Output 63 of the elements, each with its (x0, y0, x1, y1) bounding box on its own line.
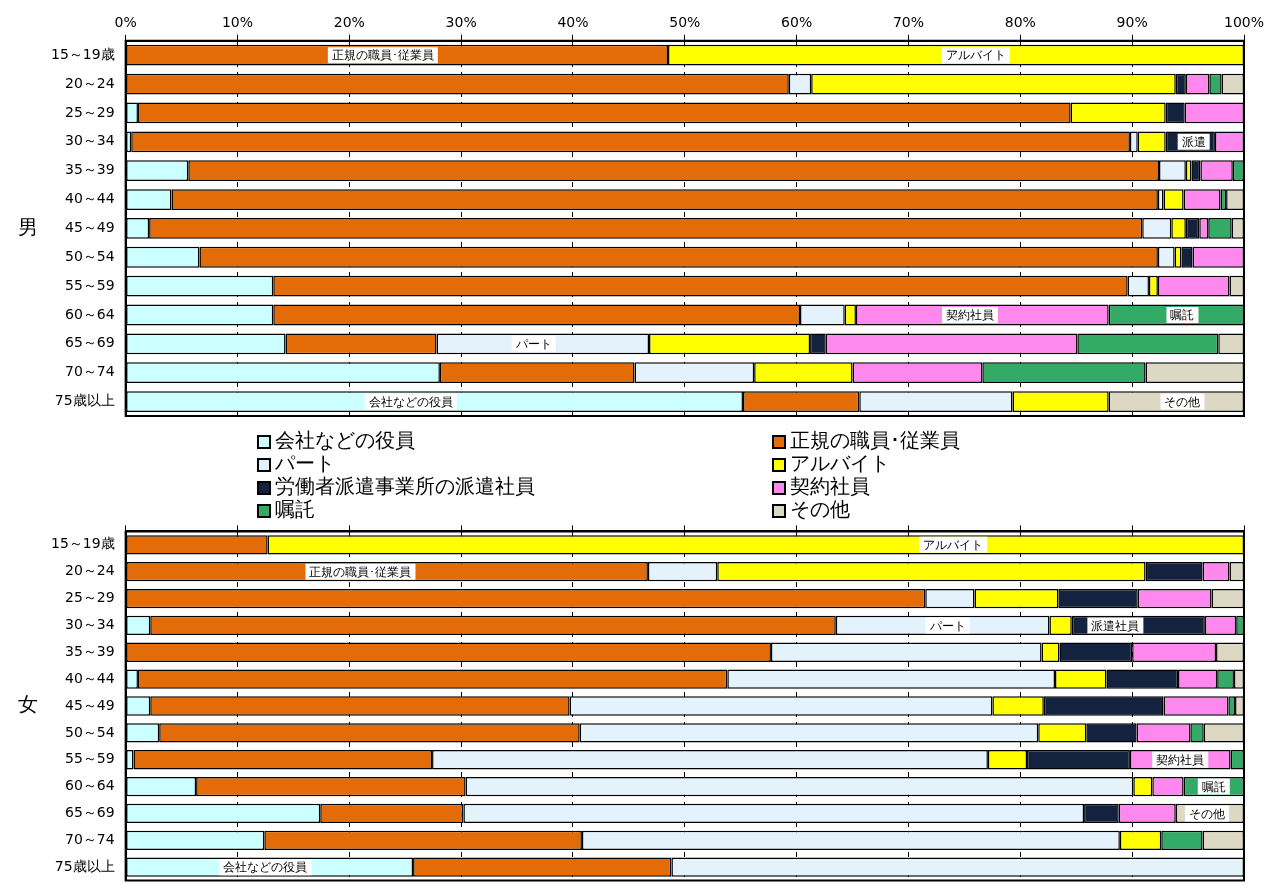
y-tick-label: 20～24 (64, 562, 115, 579)
legend-label: 嘱託 (275, 497, 315, 522)
y-tick-label: 25～29 (64, 589, 115, 606)
y-tick-label: 50～54 (64, 247, 115, 264)
annotation: その他 (1189, 806, 1226, 821)
y-tick-label: 30～34 (64, 616, 115, 633)
y-tick-label: 75歳以上 (54, 857, 115, 874)
x-tick-label: 10% (221, 14, 254, 31)
legend-label: 正規の職員･従業員 (790, 428, 960, 453)
y-tick-label: 30～34 (64, 132, 115, 149)
y-tick-label: 20～24 (64, 74, 115, 91)
y-tick-label: 65～69 (64, 334, 115, 351)
y-tick-label: 35～39 (64, 161, 115, 178)
annotation: 会社などの役員 (368, 394, 453, 409)
y-tick-label: 70～74 (64, 830, 115, 847)
y-tick-label: 15～19歳 (50, 535, 115, 552)
legend-label: アルバイト (790, 451, 890, 476)
y-tick-label: 35～39 (64, 642, 115, 659)
y-tick-label: 70～74 (64, 363, 115, 380)
y-tick-label: 55～59 (64, 750, 115, 767)
annotation: その他 (1164, 394, 1201, 409)
x-tick-label: 50% (669, 14, 701, 31)
annotation: 嘱託 (1170, 308, 1195, 323)
x-tick-label: 80% (1004, 14, 1036, 31)
x-tick-label: 20% (333, 14, 365, 31)
annotation: 正規の職員･従業員 (331, 48, 434, 63)
x-tick-label: 0% (114, 14, 137, 31)
annotation: 契約社員 (1156, 752, 1205, 767)
legend-label: パート (274, 451, 335, 476)
y-axis-title: 男 (18, 214, 38, 239)
y-tick-label: 55～59 (64, 276, 115, 293)
annotation: アルバイト (945, 48, 1006, 63)
annotation: 嘱託 (1201, 779, 1226, 794)
x-tick-label: 30% (445, 14, 477, 31)
legend-label: 会社などの役員 (275, 428, 415, 453)
y-tick-label: 50～54 (64, 723, 115, 740)
y-tick-label: 40～44 (64, 190, 115, 207)
annotation: 契約社員 (946, 308, 994, 323)
legend-label: 契約社員 (790, 474, 870, 499)
legend-label: その他 (790, 497, 850, 522)
x-tick-label: 60% (781, 14, 813, 31)
legend-label: 労働者派遣事業所の派遣社員 (275, 474, 535, 499)
annotation: アルバイト (923, 537, 984, 552)
y-tick-label: 45～49 (64, 219, 115, 236)
y-tick-label: 75歳以上 (54, 392, 115, 409)
y-tick-label: 65～69 (64, 804, 115, 821)
y-tick-label: 45～49 (64, 696, 115, 713)
annotation: 派遣社員 (1091, 618, 1140, 633)
annotation: パート (928, 618, 966, 633)
y-tick-label: 15～19歳 (50, 45, 115, 62)
annotation: パート (514, 336, 552, 351)
x-tick-label: 100% (1223, 14, 1265, 31)
x-tick-label: 40% (557, 14, 589, 31)
y-tick-label: 60～64 (64, 305, 115, 322)
x-tick-label: 90% (1116, 14, 1148, 31)
y-axis-title: 女 (18, 692, 38, 717)
y-tick-label: 60～64 (64, 777, 115, 794)
y-tick-label: 40～44 (64, 669, 115, 686)
annotation: 派遣 (1181, 134, 1206, 149)
y-tick-label: 25～29 (64, 103, 115, 120)
x-tick-label: 70% (892, 14, 925, 31)
annotation: 会社などの役員 (223, 860, 308, 875)
annotation: 正規の職員･従業員 (309, 564, 412, 579)
